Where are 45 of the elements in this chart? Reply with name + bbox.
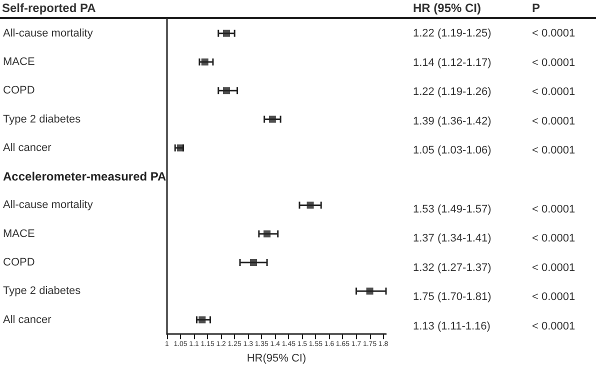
point (264, 230, 271, 238)
text: < 0.0001 (532, 232, 576, 245)
data-label: 1.22 (1.19-1.25) (413, 28, 492, 40)
y-tick-label: COPD (3, 84, 35, 97)
y-tick-label: Accelerometer-measured PA (3, 170, 167, 184)
text: < 0.0001 (532, 115, 576, 128)
point (306, 202, 314, 209)
data-label: 1.22 (1.19-1.26) (413, 86, 492, 98)
y-tick-label: All cancer (3, 314, 52, 326)
x-axis-title: HR(95% CI) (246, 352, 306, 364)
y-tick-label: COPD (3, 256, 35, 268)
data-label: 1.32 (1.27-1.37) (413, 262, 492, 274)
point (198, 316, 206, 324)
point (222, 30, 230, 37)
text: < 0.0001 (532, 203, 576, 216)
point (201, 58, 208, 66)
text: < 0.0001 (532, 28, 576, 40)
text: P (532, 1, 540, 15)
text: < 0.0001 (532, 86, 576, 98)
text: HR (95% CI) (413, 1, 482, 15)
text: < 0.0001 (532, 144, 576, 157)
data-label: 1.53 (1.49-1.57) (413, 203, 492, 216)
y-tick-label: All-cause mortality (3, 199, 94, 212)
text: Self-reported PA (2, 1, 96, 15)
text: < 0.0001 (532, 262, 576, 274)
point (250, 258, 258, 266)
data-label: 1.37 (1.34-1.41) (413, 232, 492, 245)
data-label: 1.05 (1.03-1.06) (413, 144, 492, 157)
point (177, 144, 184, 152)
data-label: 1.75 (1.70-1.81) (413, 291, 492, 304)
text: < 0.0001 (532, 56, 576, 69)
point (268, 116, 276, 123)
y-tick-label: Type 2 diabetes (3, 285, 82, 298)
data-label: 1.39 (1.36-1.42) (413, 115, 492, 128)
y-tick-label: MACE (3, 56, 35, 68)
data-label: 1.13 (1.11-1.16) (413, 320, 490, 332)
y-tick-label: MACE (3, 228, 35, 240)
y-tick-label: All-cause mortality (3, 27, 94, 40)
text: < 0.0001 (532, 291, 576, 304)
point (366, 288, 374, 295)
text: < 0.0001 (532, 320, 576, 332)
data-label: 1.14 (1.12-1.17) (413, 56, 492, 69)
y-tick-label: Type 2 diabetes (3, 113, 82, 126)
y-tick-label: All cancer (3, 142, 52, 154)
point (222, 87, 230, 94)
